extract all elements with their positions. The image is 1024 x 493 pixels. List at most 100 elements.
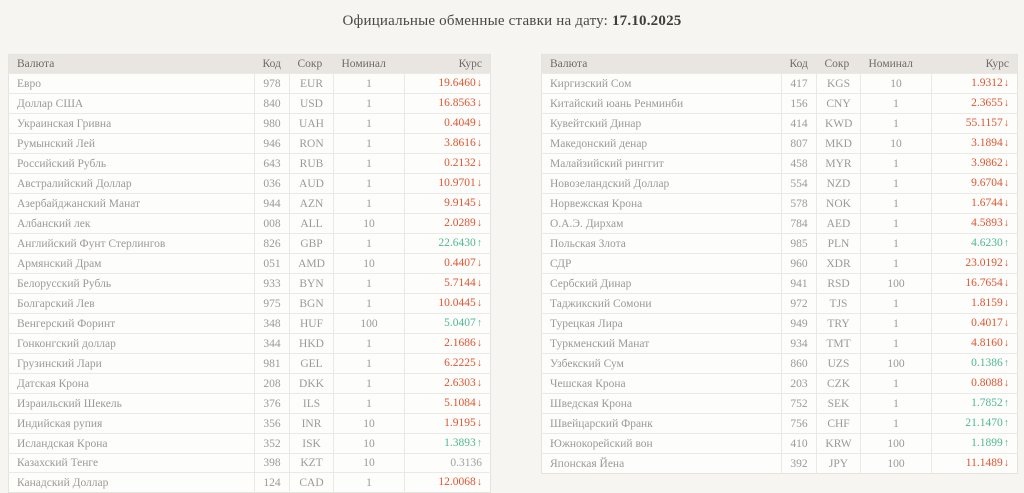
currency-name-cell: Швейцарский Франк [541, 413, 782, 434]
abbr-cell: SEK [816, 393, 861, 414]
nominal-cell: 1 [333, 333, 405, 354]
nominal-cell: 1 [860, 213, 932, 234]
currency-name-cell: Грузинский Лари [8, 353, 255, 374]
nominal-cell: 10 [333, 253, 405, 274]
nominal-cell: 1 [333, 173, 405, 194]
currency-name-cell: Сербский Динар [541, 273, 782, 294]
down-arrow-icon: ↓ [1003, 78, 1009, 89]
down-arrow-icon: ↓ [476, 78, 482, 89]
down-arrow-icon: ↓ [476, 138, 482, 149]
rate-cell: 5.1084↓ [404, 393, 491, 414]
rate-value: 1.8159 [971, 297, 1003, 309]
down-arrow-icon: ↓ [476, 477, 482, 488]
down-arrow-icon: ↓ [476, 118, 482, 129]
nominal-cell: 1 [333, 393, 405, 414]
abbr-cell: ALL [289, 213, 334, 234]
rate-cell: 3.1894↓ [931, 133, 1018, 154]
nominal-cell: 1 [860, 413, 932, 434]
rate-value: 1.1899 [971, 437, 1003, 449]
currency-name-cell: Шведская Крона [541, 393, 782, 414]
table-row: Гонконгский доллар 344 HKD 1 2.1686↓ [8, 333, 491, 354]
code-cell: 208 [254, 373, 290, 394]
code-cell: 643 [254, 153, 290, 174]
table-row: Доллар США 840 USD 1 16.8563↓ [8, 93, 491, 114]
nominal-cell: 1 [333, 353, 405, 374]
currency-name-cell: Гонконгский доллар [8, 333, 255, 354]
down-arrow-icon: ↓ [1003, 298, 1009, 309]
abbr-cell: AED [816, 213, 861, 234]
rate-value: 4.6230 [971, 237, 1003, 249]
rate-value: 2.6303 [444, 377, 476, 389]
rate-cell: 0.4407↓ [404, 253, 491, 274]
abbr-cell: RSD [816, 273, 861, 294]
rate-cell: 16.8563↓ [404, 93, 491, 114]
rate-cell: 11.1489↓ [931, 453, 1018, 474]
code-cell: 985 [781, 233, 817, 254]
abbr-cell: XDR [816, 253, 861, 274]
abbr-cell: CAD [289, 472, 334, 493]
rate-cell: 1.3893↑ [404, 433, 491, 454]
nominal-cell: 10 [860, 133, 932, 154]
nominal-cell: 1 [860, 233, 932, 254]
rate-value: 0.4017 [971, 317, 1003, 329]
nominal-cell: 1 [333, 233, 405, 254]
currency-name-cell: Китайский юань Ренминби [541, 93, 782, 114]
down-arrow-icon: ↓ [1003, 118, 1009, 129]
nominal-cell: 1 [333, 273, 405, 294]
rate-cell: 5.7144↓ [404, 273, 491, 294]
nominal-cell: 1 [860, 93, 932, 114]
tables-container: Валюта Код Сокр Номинал Курс Евро 978 EUR 1 19.6… [8, 54, 1018, 493]
down-arrow-icon: ↓ [1003, 178, 1009, 189]
code-cell: 949 [781, 313, 817, 334]
rate-value: 0.2132 [444, 157, 476, 169]
abbr-cell: ILS [289, 393, 334, 414]
code-cell: 752 [781, 393, 817, 414]
table-row: Израильский Шекель 376 ILS 1 5.1084↓ [8, 393, 491, 414]
currency-name-cell: Российский Рубль [8, 153, 255, 174]
code-cell: 554 [781, 173, 817, 194]
currency-name-cell: Румынский Лей [8, 133, 255, 154]
table-row: Евро 978 EUR 1 19.6460↓ [8, 73, 491, 94]
abbr-cell: HKD [289, 333, 334, 354]
abbr-cell: BYN [289, 273, 334, 294]
nominal-cell: 10 [333, 413, 405, 434]
rate-cell: 1.6744↓ [931, 193, 1018, 214]
rate-value: 2.3655 [971, 97, 1003, 109]
rate-value: 19.6460 [438, 77, 476, 89]
rate-cell: 0.1386↑ [931, 353, 1018, 374]
rate-cell: 0.8088↓ [931, 373, 1018, 394]
abbr-cell: ISK [289, 433, 334, 454]
rate-cell: 22.6430↑ [404, 233, 491, 254]
nominal-cell: 100 [860, 273, 932, 294]
rate-value: 4.5893 [971, 217, 1003, 229]
table-row: Сербский Динар 941 RSD 100 16.7654↓ [541, 273, 1018, 294]
rate-cell: 0.2132↓ [404, 153, 491, 174]
nominal-cell: 100 [860, 453, 932, 474]
rate-cell: 10.0445↓ [404, 293, 491, 314]
abbr-cell: CHF [816, 413, 861, 434]
code-cell: 978 [254, 73, 290, 94]
abbr-cell: NZD [816, 173, 861, 194]
table-row: СДР 960 XDR 1 23.0192↓ [541, 253, 1018, 274]
column-header-abbr: Сокр [816, 54, 861, 74]
code-cell: 156 [781, 93, 817, 114]
table-row: Южнокорейский вон 410 KRW 100 1.1899↑ [541, 433, 1018, 454]
down-arrow-icon: ↓ [1003, 458, 1009, 469]
rate-value: 4.8160 [971, 337, 1003, 349]
rate-value: 1.9195 [444, 417, 476, 429]
column-header-code: Код [781, 54, 817, 74]
currency-name-cell: О.А.Э. Дирхам [541, 213, 782, 234]
down-arrow-icon: ↓ [476, 158, 482, 169]
down-arrow-icon: ↓ [476, 98, 482, 109]
abbr-cell: AMD [289, 253, 334, 274]
down-arrow-icon: ↓ [476, 338, 482, 349]
table-row: Норвежская Крона 578 NOK 1 1.6744↓ [541, 193, 1018, 214]
code-cell: 860 [781, 353, 817, 374]
nominal-cell: 1 [860, 113, 932, 134]
code-cell: 036 [254, 173, 290, 194]
nominal-cell: 100 [333, 313, 405, 334]
nominal-cell: 1 [860, 293, 932, 314]
table-row: Белорусский Рубль 933 BYN 1 5.7144↓ [8, 273, 491, 294]
currency-name-cell: Японская Йена [541, 453, 782, 474]
abbr-cell: KZT [289, 453, 334, 473]
